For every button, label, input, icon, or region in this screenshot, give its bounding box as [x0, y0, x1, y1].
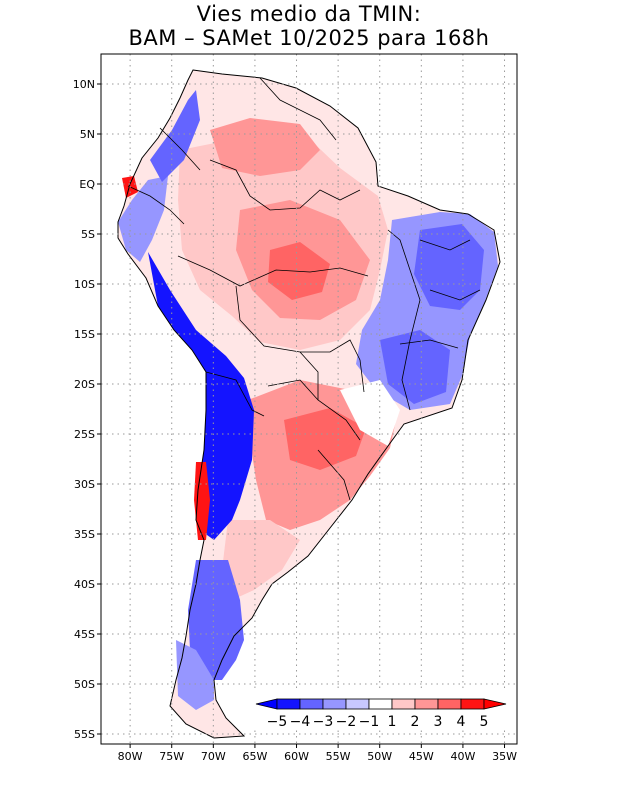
country-borders — [127, 77, 481, 501]
lon-axis: 80W 75W 70W 65W 60W 55W 50W 45W 40W 35W — [118, 744, 517, 763]
lon-tick-label: 40W — [450, 750, 475, 763]
colorbar-label: −3 — [313, 714, 334, 730]
lat-tick-label: EQ — [79, 178, 95, 191]
colorbar-label: 3 — [434, 714, 443, 730]
colorbar-label: 1 — [388, 714, 397, 730]
lat-tick-label: 25S — [74, 428, 95, 441]
lat-tick-label: 5S — [81, 228, 95, 241]
lat-tick-label: 35S — [74, 528, 95, 541]
lon-tick-label: 65W — [242, 750, 267, 763]
colorbar-swatch — [460, 698, 485, 710]
lat-tick-label: 55S — [74, 728, 95, 741]
lat-tick-label: 40S — [74, 578, 95, 591]
lat-tick-label: 15S — [74, 328, 95, 341]
map-title: Vies medio da TMIN: — [196, 2, 422, 26]
lat-axis: 10N 5N EQ 5S 10S 15S 20S 25S 30S 35S 40S 45S 50S 55S — [73, 78, 101, 741]
lon-tick-label: 70W — [201, 750, 226, 763]
lon-tick-label: 35W — [492, 750, 517, 763]
lon-tick-label: 45W — [409, 750, 434, 763]
lat-tick-label: 45S — [74, 628, 95, 641]
lon-tick-label: 80W — [118, 750, 143, 763]
lat-tick-label: 10N — [73, 78, 95, 91]
map-frame — [100, 53, 518, 745]
lon-tick-label: 55W — [326, 750, 351, 763]
cold-bias-colombia — [150, 90, 200, 182]
lat-tick-label: 5N — [80, 128, 95, 141]
colorbar-label: −5 — [267, 714, 288, 730]
colorbar-label: 2 — [411, 714, 420, 730]
colorbar-swatch — [322, 698, 347, 710]
warm-bias-south-core — [284, 408, 366, 470]
lon-tick-label: 50W — [367, 750, 392, 763]
warm-bias-patagonia — [222, 520, 300, 600]
warm-bias-chile-coast — [194, 462, 210, 540]
lat-tick-label: 30S — [74, 478, 95, 491]
cold-bias-patagonia — [188, 560, 244, 680]
colorbar-swatch — [414, 698, 439, 710]
cold-bias-andes-light — [118, 176, 168, 262]
cold-bias-minas — [380, 330, 450, 404]
lat-tick-label: 20S — [74, 378, 95, 391]
colorbar-swatch — [299, 698, 324, 710]
colorbar-over-arrow — [483, 698, 507, 710]
colorbar: −5 −4 −3 −2 −1 1 2 3 4 5 — [252, 688, 510, 730]
lat-tick-label: 50S — [74, 678, 95, 691]
lon-tick-label: 60W — [284, 750, 309, 763]
cold-bias-patagonia-light — [176, 640, 214, 710]
neutral-zone-east — [340, 380, 400, 446]
colorbar-label: −4 — [290, 714, 311, 730]
warm-bias-guiana — [210, 118, 320, 176]
colorbar-swatch — [391, 698, 416, 710]
colorbar-swatch — [437, 698, 462, 710]
colorbar-label: 5 — [480, 714, 489, 730]
colorbar-label: −2 — [336, 714, 357, 730]
colorbar-swatch — [368, 698, 393, 710]
colorbar-swatch — [276, 698, 301, 710]
colorbar-label: 4 — [457, 714, 466, 730]
lat-tick-label: 10S — [74, 278, 95, 291]
map-subtitle: BAM – SAMet 10/2025 para 168h — [128, 26, 490, 50]
coastline — [117, 69, 501, 739]
cold-bias-andes — [148, 252, 254, 540]
grid-lines — [101, 54, 517, 744]
lon-tick-label: 75W — [159, 750, 184, 763]
colorbar-swatch — [345, 698, 370, 710]
cold-bias-northeast-core — [414, 224, 484, 310]
colorbar-label: −1 — [359, 714, 380, 730]
